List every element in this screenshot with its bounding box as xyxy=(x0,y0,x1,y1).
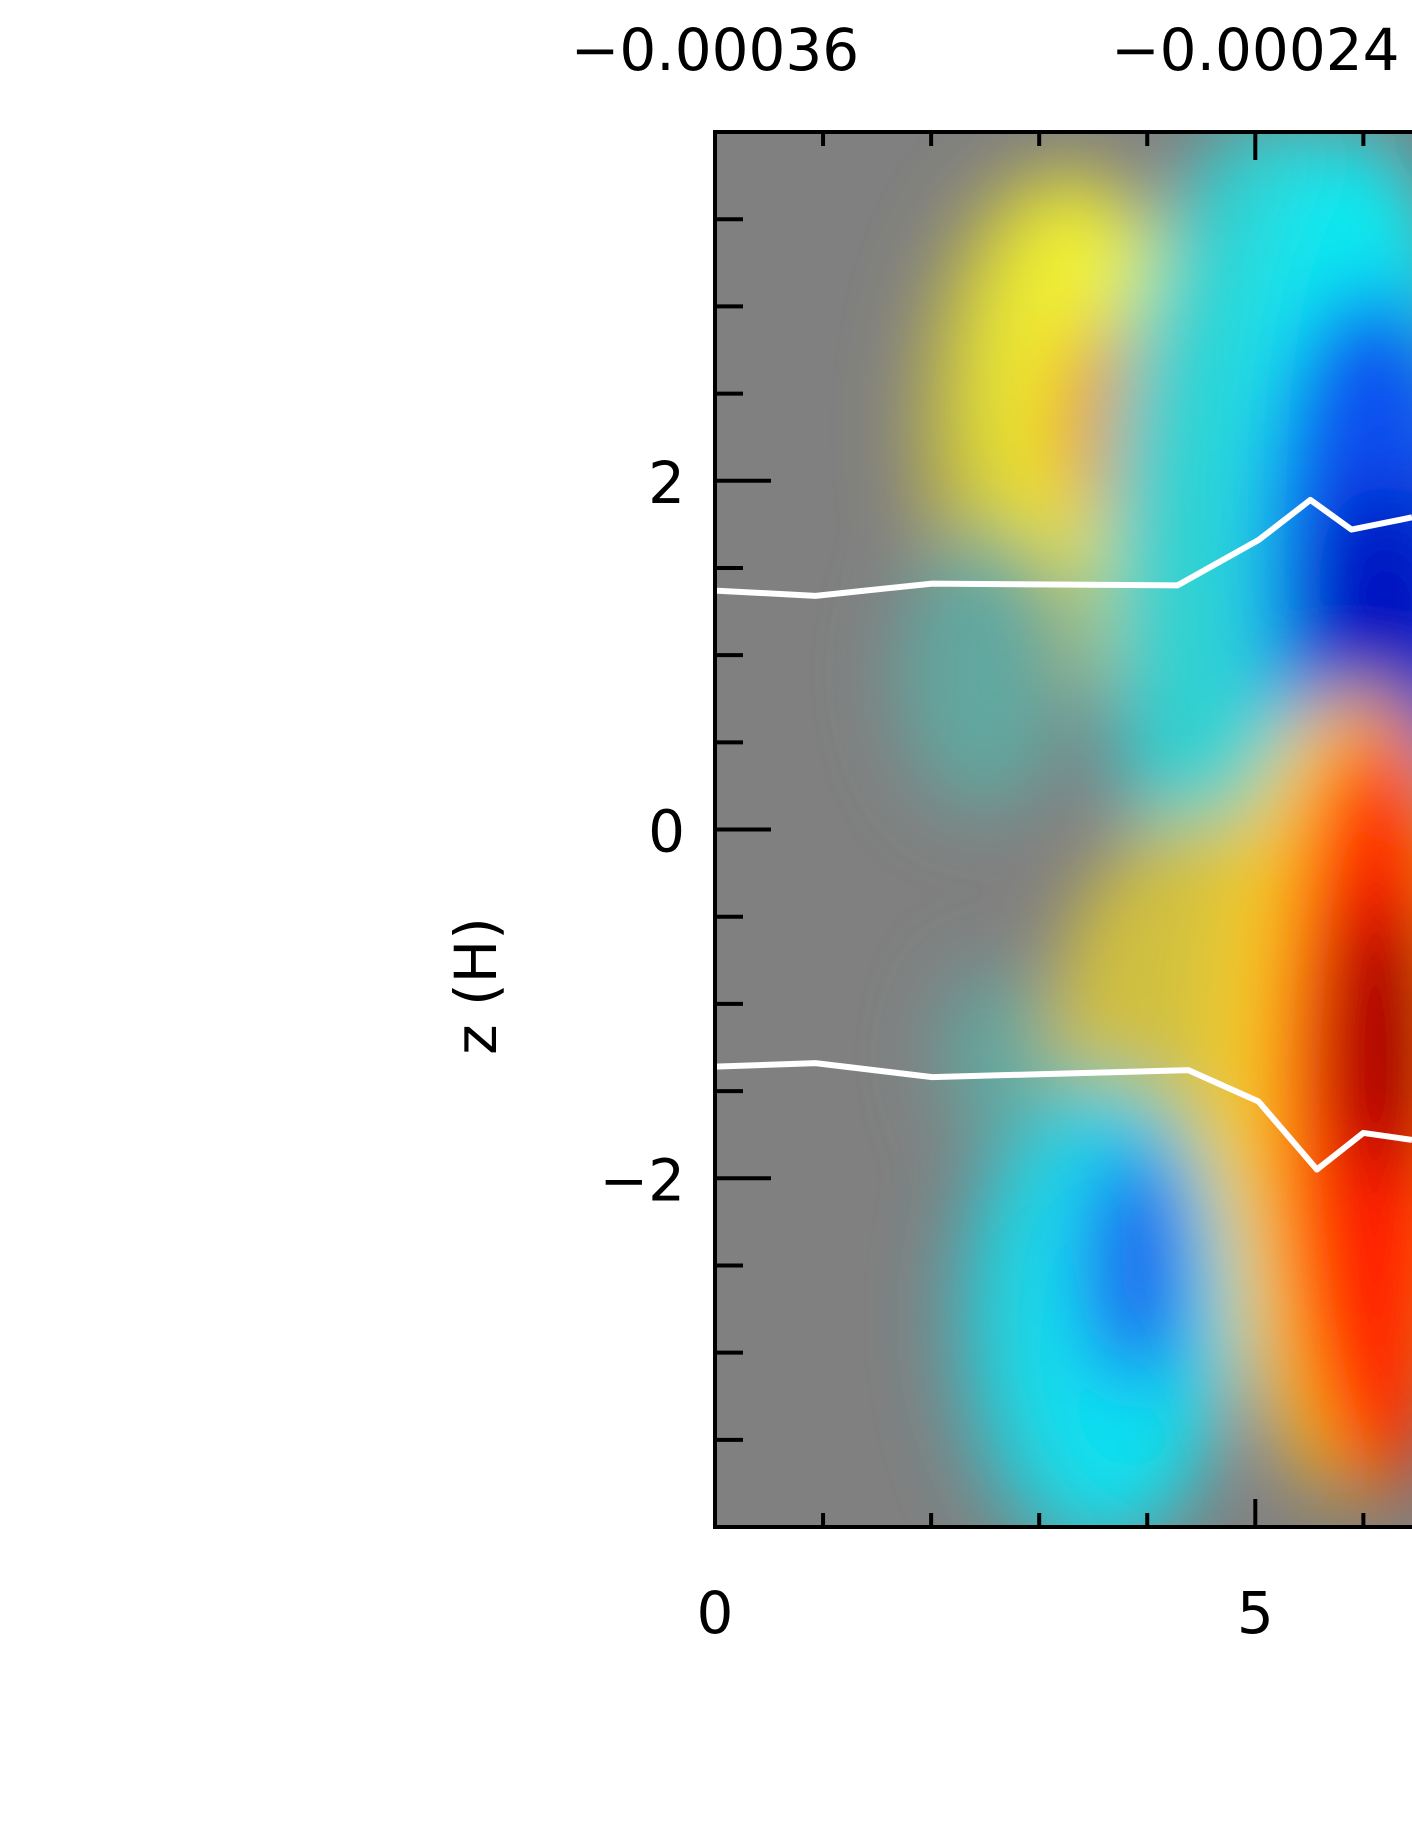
y-tick-label: 2 xyxy=(648,449,685,517)
heatmap-blob xyxy=(898,533,1072,813)
x-tick-label: 5 xyxy=(1237,1579,1274,1647)
colorbar-tick-label: −0.00024 xyxy=(1111,16,1399,84)
y-axis-label: z (H) xyxy=(442,917,510,1055)
heatmap-blob xyxy=(1082,1143,1191,1388)
colorbar-tick-label: −0.00036 xyxy=(571,16,859,84)
heatmap xyxy=(715,132,1412,1527)
heatmap-blob xyxy=(1330,899,1412,1179)
heatmap-blob xyxy=(1309,480,1412,760)
contour-line xyxy=(715,1060,1412,1173)
heatmap-field xyxy=(898,132,1412,1527)
y-tick-label: 0 xyxy=(648,798,685,866)
y-tick-label: −2 xyxy=(600,1146,686,1214)
contour-line xyxy=(715,496,1412,599)
heatmap-blob xyxy=(941,969,1050,1144)
x-tick-label: 0 xyxy=(697,1579,734,1647)
